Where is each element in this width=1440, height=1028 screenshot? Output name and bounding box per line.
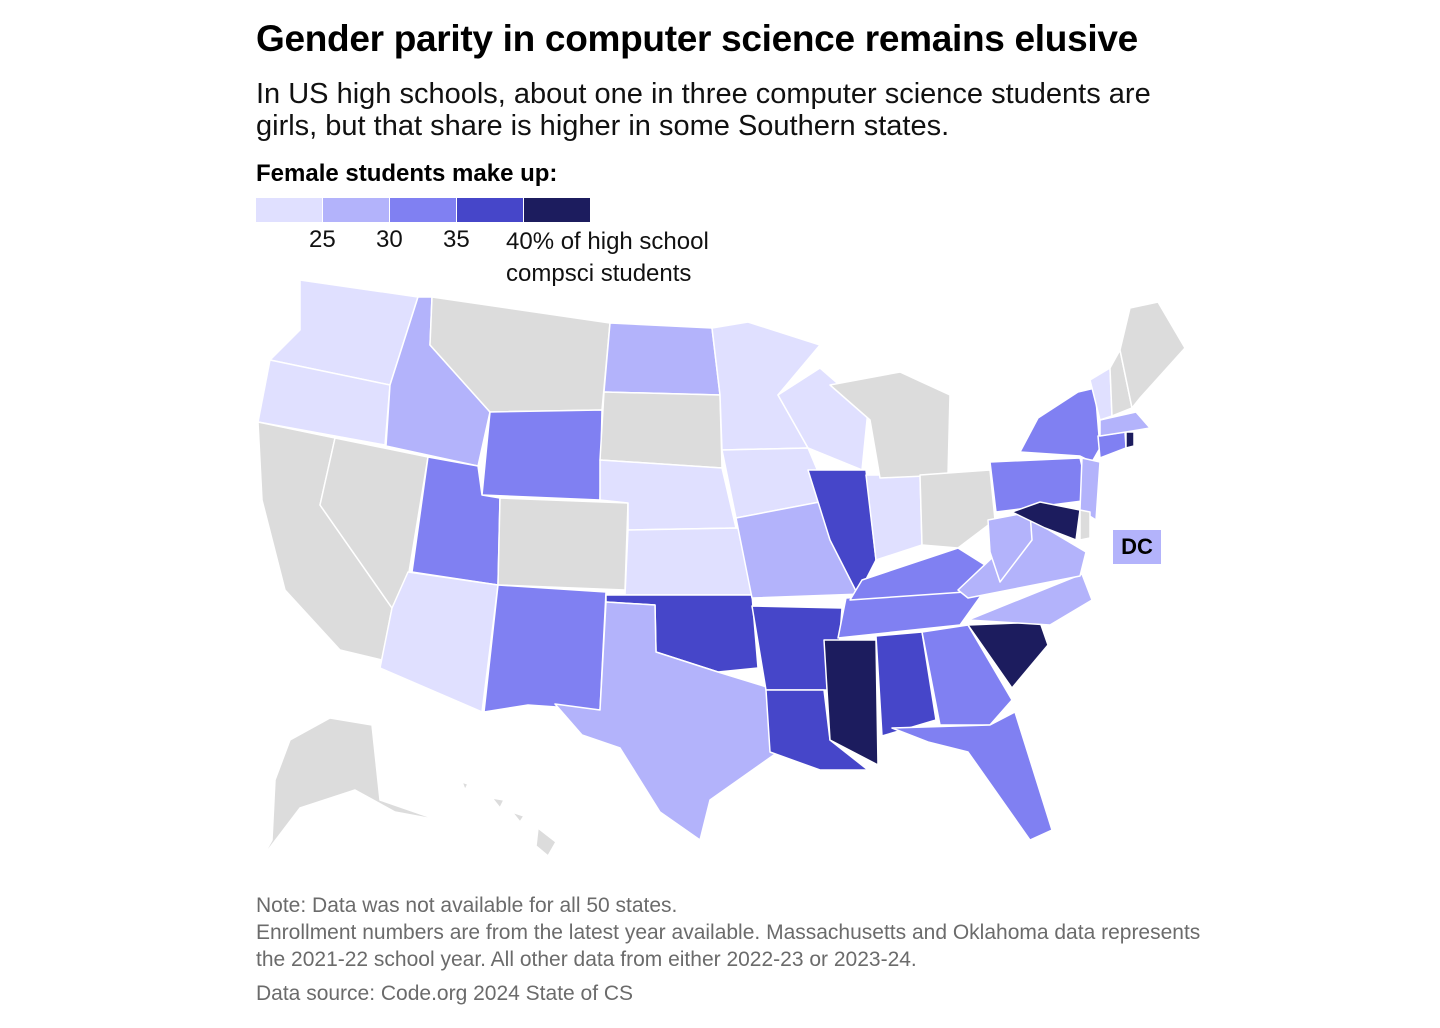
state-hi [461, 781, 557, 857]
chart-subtitle: In US high schools, about one in three c… [256, 78, 1151, 142]
state-me [1119, 301, 1186, 409]
state-nj [1079, 457, 1101, 521]
state-sd [599, 391, 723, 469]
state-md [1011, 501, 1081, 541]
state-ks [624, 527, 753, 596]
footnote: Note: Data was not available for all 50 … [256, 892, 1216, 973]
legend-color-scale [256, 198, 591, 222]
us-choropleth-map [257, 279, 1186, 859]
state-ak [261, 717, 439, 859]
state-nc [967, 573, 1093, 626]
state-tx [554, 601, 779, 841]
legend-tick-40-label: 40% of high school compsci students [506, 226, 709, 290]
state-de [1079, 509, 1091, 541]
state-az [379, 571, 499, 713]
state-il [807, 469, 877, 596]
legend-tick-30: 30 [376, 226, 403, 253]
state-ms [823, 639, 879, 766]
state-ma [1099, 411, 1151, 437]
state-nd [603, 322, 721, 396]
legend-swatch-30-35 [390, 198, 456, 222]
legend-swatch-25-30 [323, 198, 389, 222]
state-fl [891, 711, 1053, 841]
state-wy [481, 409, 603, 501]
legend-tick-25: 25 [309, 226, 336, 253]
footnote-availability: Note: Data was not available for all 50 … [256, 894, 678, 917]
dc-label: DC [1113, 530, 1161, 564]
state-nm [483, 584, 607, 713]
state-ri [1125, 431, 1135, 449]
state-in [865, 474, 923, 561]
state-la [765, 689, 869, 771]
chart-title: Gender parity in computer science remain… [256, 18, 1138, 59]
legend-swatch-40-plus [524, 198, 590, 222]
legend-tick-40-line1: 40% of high school [506, 228, 709, 255]
state-ga [921, 624, 1013, 726]
legend-tick-40-line2: compsci students [506, 260, 692, 287]
legend-swatch-below-25 [256, 198, 322, 222]
footnote-enrollment: Enrollment numbers are from the latest y… [256, 921, 1201, 971]
data-source: Data source: Code.org 2024 State of CS [256, 982, 634, 1005]
state-or [257, 359, 391, 446]
state-ny [1019, 387, 1101, 463]
state-co [497, 497, 629, 591]
legend-title: Female students make up: [256, 160, 558, 187]
state-al [875, 631, 937, 737]
state-oh [919, 469, 996, 549]
legend-tick-35: 35 [443, 226, 470, 253]
legend-swatch-35-40 [457, 198, 523, 222]
